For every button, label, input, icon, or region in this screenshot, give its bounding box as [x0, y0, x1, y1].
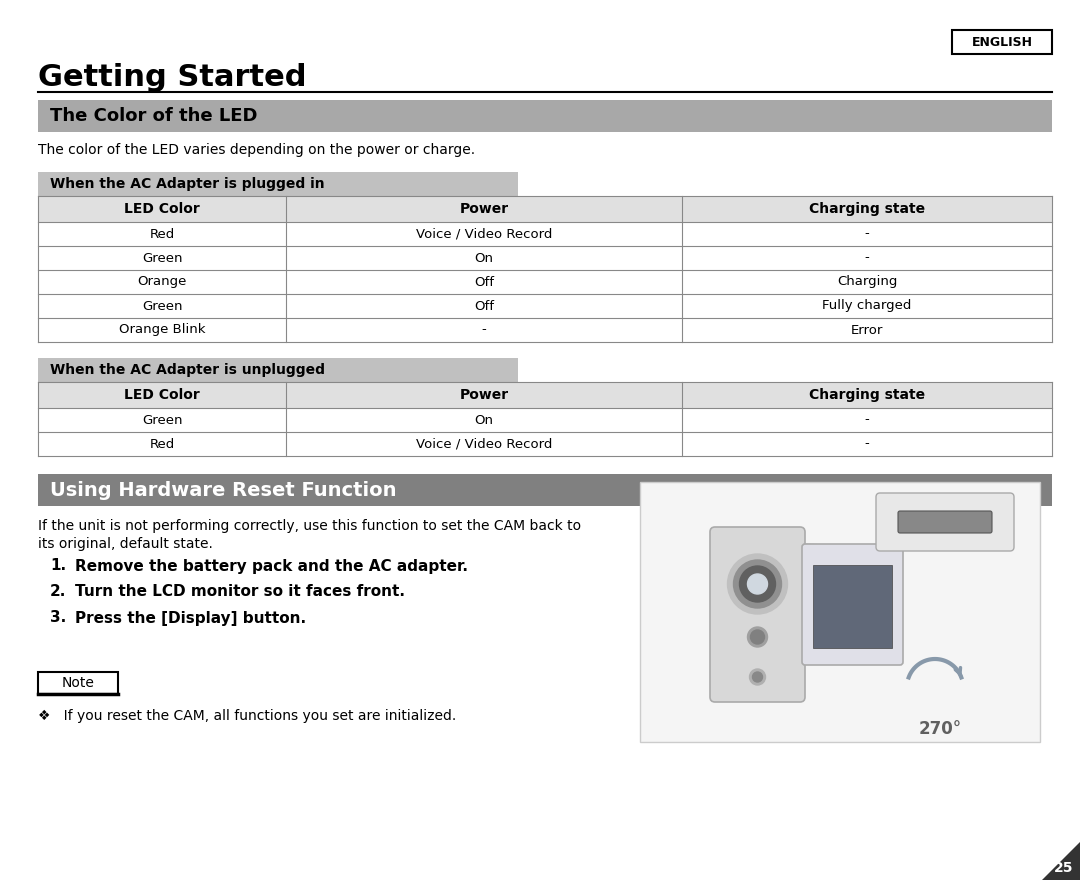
Text: 25: 25 [1053, 861, 1074, 875]
Text: Charging state: Charging state [809, 388, 924, 402]
Circle shape [750, 669, 766, 685]
FancyBboxPatch shape [802, 544, 903, 665]
Text: If the unit is not performing correctly, use this function to set the CAM back t: If the unit is not performing correctly,… [38, 519, 581, 533]
Bar [38, 246, 1052, 270]
Text: 2.: 2. [50, 584, 66, 599]
Text: Green: Green [141, 252, 183, 265]
Bar [38, 358, 518, 382]
Text: -: - [865, 252, 869, 265]
Bar [951, 30, 1052, 54]
Text: Getting Started: Getting Started [38, 63, 307, 92]
Circle shape [733, 560, 782, 608]
Text: -: - [482, 324, 486, 336]
Text: Orange Blink: Orange Blink [119, 324, 205, 336]
FancyBboxPatch shape [897, 511, 993, 533]
Bar [38, 294, 1052, 318]
Text: The Color of the LED: The Color of the LED [50, 107, 257, 125]
Circle shape [751, 630, 765, 644]
Bar [38, 432, 1052, 456]
Text: Turn the LCD monitor so it faces front.: Turn the LCD monitor so it faces front. [75, 584, 405, 599]
Text: Note: Note [62, 676, 94, 690]
Circle shape [747, 574, 768, 594]
Bar [38, 196, 1052, 222]
Text: Charging: Charging [837, 275, 897, 289]
Text: 1.: 1. [50, 559, 66, 574]
Text: Off: Off [474, 299, 495, 312]
Text: -: - [865, 414, 869, 427]
Text: Orange: Orange [137, 275, 187, 289]
Text: Voice / Video Record: Voice / Video Record [416, 437, 552, 451]
Text: -: - [865, 228, 869, 240]
Text: Green: Green [141, 414, 183, 427]
Text: -: - [865, 437, 869, 451]
Text: ❖   If you reset the CAM, all functions you set are initialized.: ❖ If you reset the CAM, all functions yo… [38, 709, 456, 723]
Circle shape [740, 566, 775, 602]
Bar [813, 565, 892, 648]
Polygon shape [1042, 842, 1080, 880]
Text: Voice / Video Record: Voice / Video Record [416, 228, 552, 240]
Text: ENGLISH: ENGLISH [972, 35, 1032, 48]
Text: On: On [475, 414, 494, 427]
Text: The color of the LED varies depending on the power or charge.: The color of the LED varies depending on… [38, 143, 475, 157]
Circle shape [728, 554, 787, 614]
Text: LED Color: LED Color [124, 202, 200, 216]
Text: Off: Off [474, 275, 495, 289]
Bar [38, 222, 1052, 246]
Bar [38, 270, 1052, 294]
Bar [640, 482, 1040, 742]
Text: its original, default state.: its original, default state. [38, 537, 213, 551]
Bar [38, 100, 1052, 132]
Text: When the AC Adapter is plugged in: When the AC Adapter is plugged in [50, 177, 325, 191]
Circle shape [747, 627, 768, 647]
Bar [38, 382, 1052, 408]
Bar [38, 408, 1052, 432]
Text: On: On [475, 252, 494, 265]
Text: Power: Power [460, 388, 509, 402]
Text: Red: Red [150, 437, 175, 451]
Text: When the AC Adapter is unplugged: When the AC Adapter is unplugged [50, 363, 325, 377]
Circle shape [753, 672, 762, 682]
Text: Using Hardware Reset Function: Using Hardware Reset Function [50, 480, 396, 500]
Text: Fully charged: Fully charged [822, 299, 912, 312]
FancyBboxPatch shape [710, 527, 805, 702]
Text: Power: Power [460, 202, 509, 216]
Text: Red: Red [150, 228, 175, 240]
Bar [38, 318, 1052, 342]
FancyBboxPatch shape [876, 493, 1014, 551]
Text: Press the [Display] button.: Press the [Display] button. [75, 611, 306, 626]
Text: Charging state: Charging state [809, 202, 924, 216]
Text: Green: Green [141, 299, 183, 312]
Text: 270°: 270° [918, 720, 961, 738]
Bar [38, 672, 118, 694]
Text: LED Color: LED Color [124, 388, 200, 402]
Text: Remove the battery pack and the AC adapter.: Remove the battery pack and the AC adapt… [75, 559, 468, 574]
Bar [38, 474, 1052, 506]
Bar [38, 172, 518, 196]
Text: Error: Error [851, 324, 883, 336]
Text: 3.: 3. [50, 611, 66, 626]
